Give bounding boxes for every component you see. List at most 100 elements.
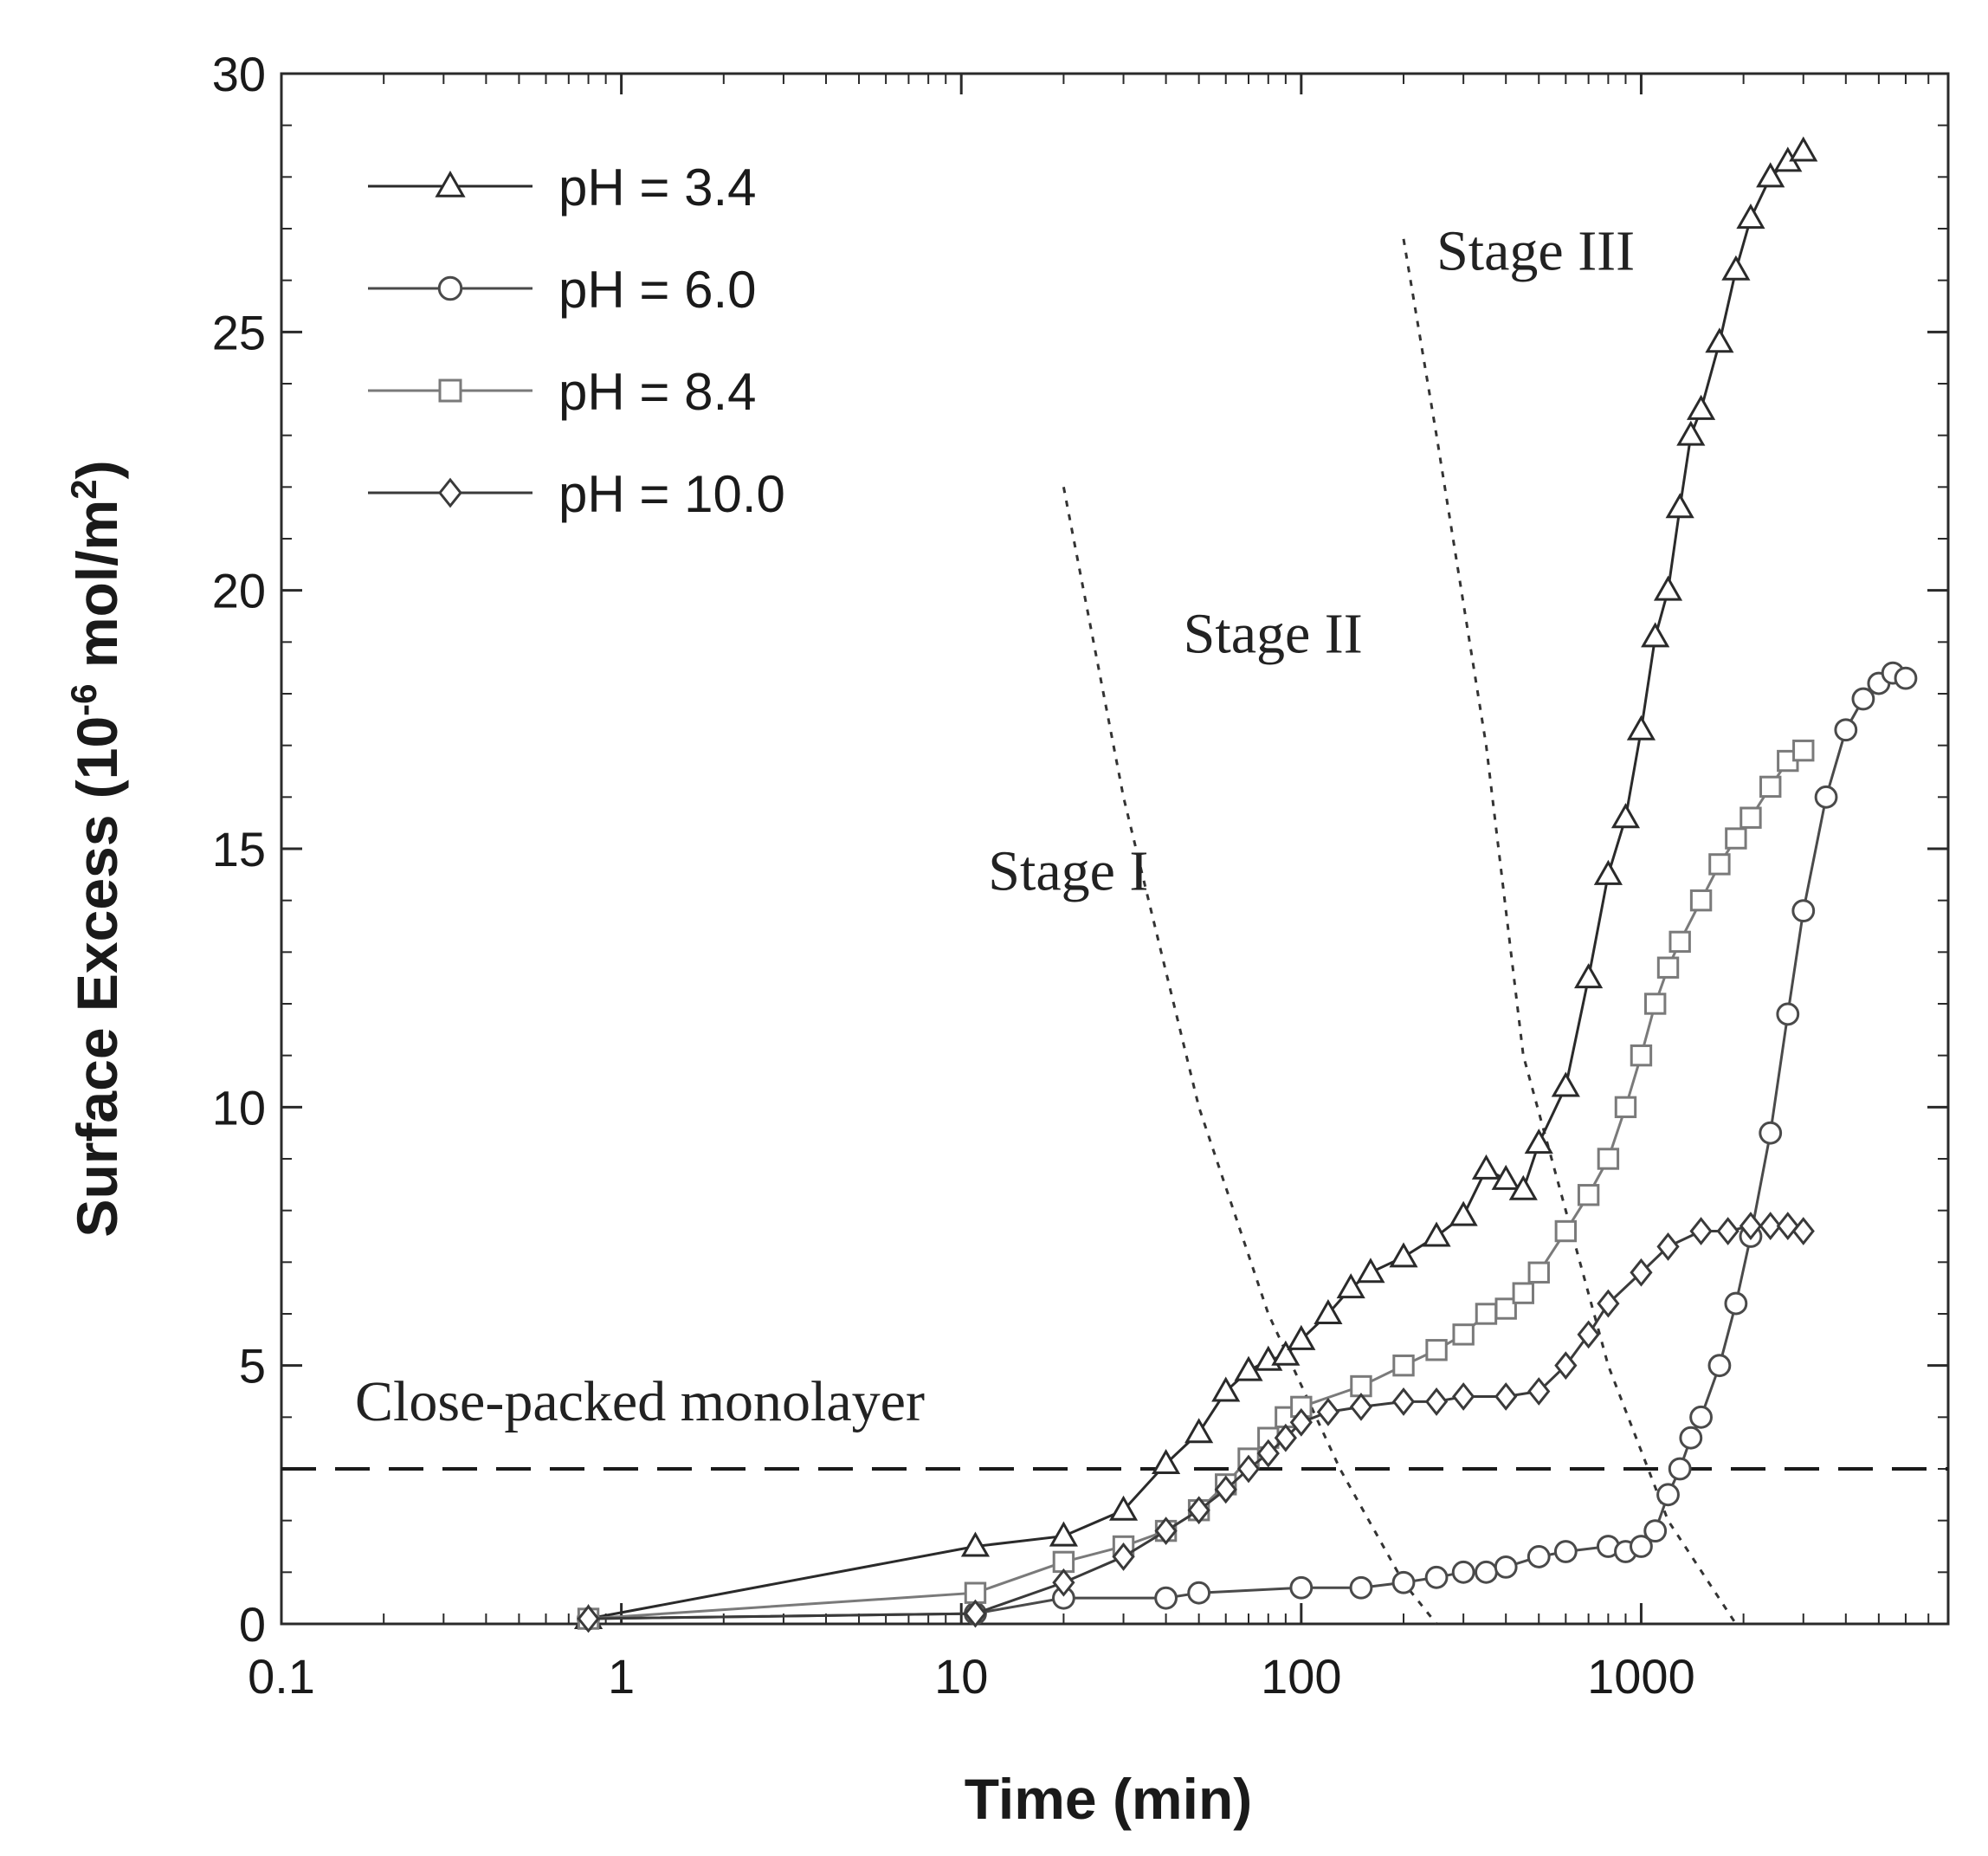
- y-tick-label: 10: [212, 1080, 266, 1135]
- circle-marker: [1679, 1426, 1703, 1450]
- y-axis-title: Surface Excess (10-6 mol/m2): [63, 460, 129, 1237]
- circle-marker: [1630, 1535, 1653, 1558]
- x-tick-label: 100: [1261, 1649, 1341, 1704]
- triangle-marker: [1524, 1128, 1553, 1154]
- x-tick-label: 10: [934, 1649, 988, 1704]
- diamond-marker: [1452, 1382, 1475, 1411]
- circle-marker: [1791, 899, 1816, 922]
- triangle-marker: [1152, 1449, 1181, 1475]
- stage-label: Stage III: [1436, 220, 1635, 283]
- triangle-marker: [1789, 136, 1818, 162]
- diamond-marker: [1716, 1217, 1740, 1245]
- circle-marker: [1668, 1457, 1692, 1481]
- square-marker: [1597, 1148, 1620, 1170]
- close-packed-monolayer-label: Close-packed monolayer: [355, 1370, 925, 1433]
- circle-marker: [1349, 1575, 1373, 1600]
- square-marker: [1425, 1339, 1448, 1361]
- diamond-marker: [577, 1604, 600, 1633]
- y-tick-label: 25: [212, 305, 266, 359]
- circle-marker: [1776, 1002, 1800, 1026]
- square-marker: [1630, 1044, 1653, 1067]
- diamond-marker: [1494, 1382, 1518, 1411]
- diamond-marker: [1052, 1568, 1075, 1597]
- circle-marker: [1451, 1560, 1475, 1584]
- triangle-marker: [1271, 1340, 1301, 1366]
- square-marker: [1740, 806, 1762, 829]
- series-square: [577, 739, 1815, 1630]
- triangle-marker: [1049, 1521, 1078, 1547]
- triangle-marker: [960, 1531, 991, 1557]
- diamond-marker: [1112, 1542, 1135, 1571]
- triangle-marker: [1449, 1200, 1478, 1226]
- triangle-marker: [1314, 1298, 1343, 1324]
- triangle-marker: [1641, 622, 1670, 648]
- y-axis-title-main: Surface Excess (10: [65, 716, 129, 1238]
- diamond-marker: [1791, 1217, 1815, 1245]
- y-axis-title-exp: -6: [63, 683, 104, 715]
- circle-marker: [437, 275, 463, 301]
- square-marker: [1689, 889, 1713, 912]
- square-marker: [1512, 1282, 1534, 1304]
- circle-marker: [1494, 1555, 1518, 1579]
- legend: pH = 3.4 pH = 6.0 pH = 8.4 pH = 10.0: [368, 158, 785, 523]
- diamond-marker: [1256, 1439, 1280, 1468]
- diamond-marker: [1391, 1387, 1416, 1416]
- legend-label: pH = 3.4: [558, 158, 757, 217]
- triangle-marker: [1626, 715, 1656, 740]
- diamond-marker: [1349, 1392, 1373, 1421]
- triangle-marker: [1471, 1154, 1501, 1180]
- square-marker: [1577, 1184, 1600, 1206]
- diamond-marker: [1274, 1423, 1297, 1452]
- triangle-marker: [1593, 859, 1623, 885]
- x-axis-title: Time (min): [965, 1767, 1252, 1831]
- diamond-marker: [1656, 1232, 1680, 1261]
- circle-marker: [1553, 1540, 1578, 1563]
- y-ticks: 0 5 10 15 20 25 30: [212, 47, 1948, 1652]
- circle-marker: [1643, 1519, 1668, 1542]
- triangle-marker: [1336, 1273, 1365, 1299]
- circle-marker: [1289, 1575, 1314, 1600]
- triangle-marker: [1574, 963, 1604, 989]
- y-minor-ticks: [281, 124, 1948, 1574]
- triangle-marker: [1756, 162, 1785, 188]
- square-marker: [1643, 993, 1667, 1015]
- triangle-marker: [1705, 327, 1734, 353]
- triangle-marker: [1676, 420, 1706, 446]
- triangle-marker: [1665, 493, 1694, 519]
- diamond-marker: [1689, 1217, 1713, 1245]
- triangle-marker: [435, 170, 466, 197]
- square-marker: [1725, 827, 1747, 850]
- data-series: [573, 136, 1918, 1633]
- triangle-marker: [1653, 575, 1683, 601]
- square-marker: [1792, 739, 1815, 762]
- square-marker: [1656, 956, 1680, 979]
- y-axis-title-unit: mol/m: [65, 500, 129, 684]
- circle-marker: [1689, 1405, 1713, 1429]
- circle-marker: [1187, 1581, 1211, 1605]
- circle-marker: [1656, 1483, 1680, 1507]
- stage-annotations: Stage I Stage II Stage III: [988, 220, 1635, 903]
- x-tick-label: 0.1: [248, 1649, 315, 1704]
- diamond-marker: [1424, 1387, 1449, 1416]
- triangle-marker: [1211, 1376, 1241, 1402]
- diamond-marker: [1739, 1212, 1763, 1240]
- triangle-marker: [1356, 1258, 1385, 1284]
- triangle-marker: [1508, 1174, 1538, 1200]
- circle-marker: [1154, 1586, 1178, 1610]
- triangle-marker: [1287, 1324, 1316, 1350]
- y-tick-label: 15: [212, 822, 266, 876]
- stage-label: Stage I: [988, 840, 1148, 903]
- square-marker: [1708, 853, 1731, 876]
- y-axis-title-unit-exp: 2: [63, 479, 104, 499]
- legend-label: pH = 10.0: [558, 465, 785, 523]
- circle-marker: [1851, 687, 1875, 711]
- square-marker: [1614, 1096, 1637, 1119]
- triangle-marker: [1422, 1221, 1451, 1247]
- diamond-marker: [1597, 1289, 1620, 1318]
- square-marker: [438, 378, 462, 403]
- square-marker: [1452, 1323, 1475, 1346]
- circle-marker: [1894, 666, 1918, 690]
- triangle-marker: [1184, 1418, 1214, 1444]
